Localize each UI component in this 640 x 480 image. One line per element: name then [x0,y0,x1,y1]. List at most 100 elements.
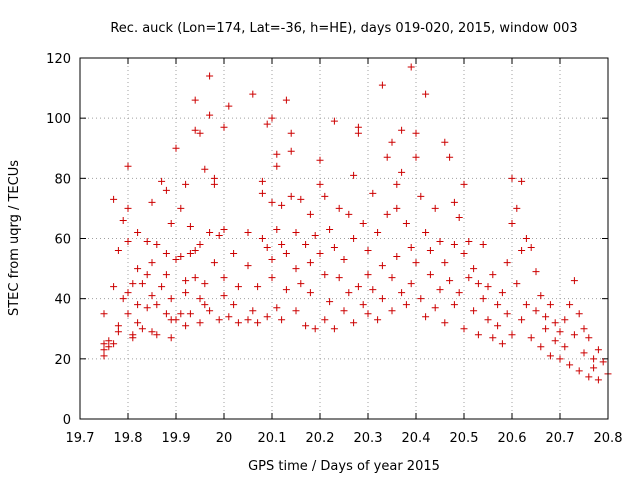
data-point [460,180,468,188]
data-point [182,289,190,297]
data-point [537,292,545,300]
data-point [258,177,266,185]
data-point [412,153,420,161]
data-point [335,274,343,282]
data-point [566,361,574,369]
data-point [273,162,281,170]
data-point [580,349,588,357]
data-point [575,367,583,375]
data-point [407,63,415,71]
data-point [177,310,185,318]
x-tick-label: 20.4 [402,431,431,446]
data-point [172,144,180,152]
data-point [527,244,535,252]
data-point [148,259,156,267]
data-point [402,219,410,227]
data-point [196,295,204,303]
data-point [345,289,353,297]
data-point [354,129,362,137]
data-point [167,219,175,227]
data-point [244,228,252,236]
data-point [186,310,194,318]
data-point [383,210,391,218]
data-point [345,210,353,218]
data-point [335,204,343,212]
data-point [498,340,506,348]
data-point [210,180,218,188]
data-point [460,250,468,258]
data-point [158,177,166,185]
data-point [220,274,228,282]
data-point [201,165,209,173]
data-point [306,210,314,218]
data-point [590,355,598,363]
data-point [196,129,204,137]
data-point [580,325,588,333]
data-point [402,301,410,309]
data-point [220,225,228,233]
data-point [393,204,401,212]
data-point [594,346,602,354]
data-point [393,180,401,188]
data-point [321,192,329,200]
data-point [518,316,526,324]
data-point [422,90,430,98]
data-point [167,334,175,342]
data-point [268,256,276,264]
data-point [162,271,170,279]
data-point [206,72,214,80]
data-point [321,271,329,279]
y-tick-labels: 0 20 40 60 80 100 120 [46,52,71,428]
data-point [162,250,170,258]
data-point [210,174,218,182]
data-point [206,228,214,236]
data-point [191,126,199,134]
data-point [556,328,564,336]
data-point [494,322,502,330]
data-point [162,310,170,318]
data-point [282,250,290,258]
data-point [153,331,161,339]
data-point [455,289,463,297]
data-point [143,304,151,312]
data-point [273,150,281,158]
data-point [191,274,199,282]
data-point [230,250,238,258]
data-point [282,96,290,104]
data-point [302,322,310,330]
data-point [297,195,305,203]
data-point [201,280,209,288]
data-point [297,280,305,288]
data-point [196,241,204,249]
data-point [148,292,156,300]
data-point [484,316,492,324]
data-point [508,331,516,339]
data-point [306,289,314,297]
data-point [172,316,180,324]
data-point [441,319,449,327]
data-point [450,241,458,249]
data-point [551,337,559,345]
data-point [100,340,108,348]
data-point [191,96,199,104]
data-point [201,301,209,309]
data-point [292,265,300,273]
data-point [292,228,300,236]
data-point [206,307,214,315]
data-point [455,213,463,221]
data-point [479,241,487,249]
data-point [503,259,511,267]
data-point [407,280,415,288]
data-point [182,180,190,188]
data-point [134,265,142,273]
data-point [546,301,554,309]
data-point [417,295,425,303]
data-point [100,352,108,360]
data-point [489,334,497,342]
data-point [436,238,444,246]
data-point [225,313,233,321]
data-point [119,295,127,303]
data-point [124,204,132,212]
data-point [585,373,593,381]
